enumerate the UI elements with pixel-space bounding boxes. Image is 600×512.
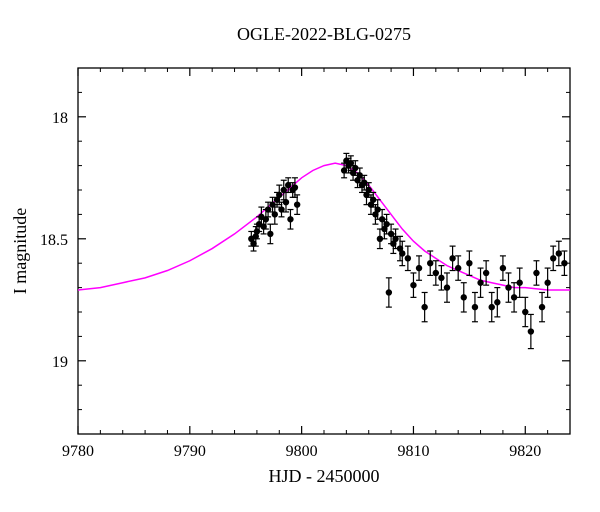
x-tick-label: 9820 <box>509 443 541 460</box>
data-point <box>561 260 567 266</box>
data-point <box>399 250 405 256</box>
y-tick-label: 18 <box>52 110 68 127</box>
data-point <box>421 304 427 310</box>
x-tick-label: 9790 <box>174 443 206 460</box>
data-point <box>528 328 534 334</box>
data-point <box>477 280 483 286</box>
data-point <box>386 289 392 295</box>
data-point <box>550 255 556 261</box>
data-point <box>539 304 545 310</box>
data-point <box>472 304 478 310</box>
data-point <box>433 270 439 276</box>
plot-box <box>78 68 570 434</box>
data-point <box>272 211 278 217</box>
chart-title: OGLE-2022-BLG-0275 <box>237 24 411 44</box>
x-tick-label: 9810 <box>397 443 429 460</box>
data-point <box>522 309 528 315</box>
model-curve <box>78 163 570 290</box>
y-tick-label: 19 <box>52 354 68 371</box>
data-point <box>267 231 273 237</box>
data-point <box>449 255 455 261</box>
data-point <box>511 294 517 300</box>
data-point <box>287 216 293 222</box>
data-point <box>544 280 550 286</box>
data-point <box>438 275 444 281</box>
data-point <box>466 260 472 266</box>
data-point <box>444 284 450 290</box>
x-tick-label: 9800 <box>286 443 318 460</box>
data-point <box>533 270 539 276</box>
data-point <box>505 284 511 290</box>
data-point <box>292 184 298 190</box>
y-axis-label: I magnitude <box>10 208 30 294</box>
data-point <box>416 265 422 271</box>
data-point <box>516 280 522 286</box>
y-tick-label: 18.5 <box>40 232 68 249</box>
lightcurve-chart: OGLE-2022-BLG-0275 9780 9790 9800 9810 9820 18… <box>0 0 600 512</box>
chart-container: OGLE-2022-BLG-0275 9780 9790 9800 9810 9820 18… <box>0 0 600 512</box>
data-point <box>405 255 411 261</box>
data-point <box>427 260 433 266</box>
x-tick-label: 9780 <box>62 443 94 460</box>
data-point <box>500 265 506 271</box>
data-point <box>556 250 562 256</box>
data-point <box>276 192 282 198</box>
data-point <box>494 299 500 305</box>
data-point <box>283 199 289 205</box>
x-axis-label: HJD - 2450000 <box>269 466 380 486</box>
data-point <box>489 304 495 310</box>
data-point <box>410 282 416 288</box>
data-point <box>294 201 300 207</box>
data-point <box>483 270 489 276</box>
data-point <box>455 265 461 271</box>
data-point <box>461 294 467 300</box>
